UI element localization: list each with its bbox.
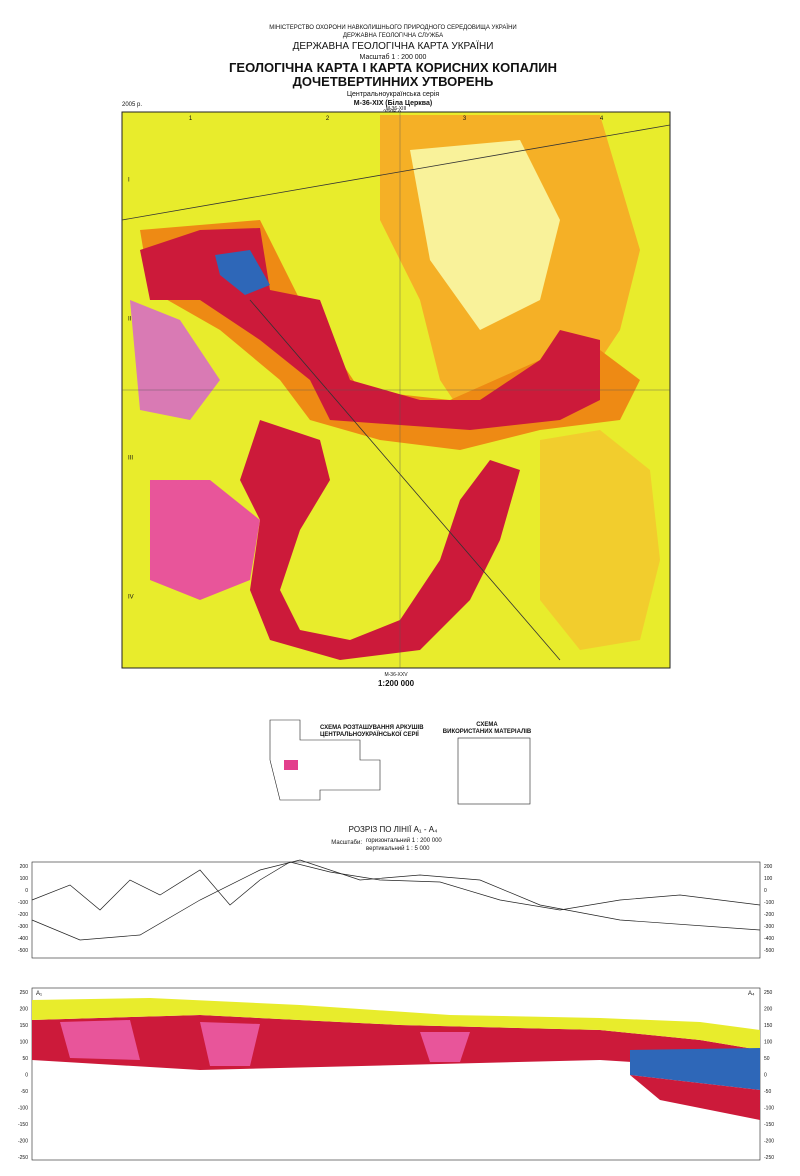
profile-curve — [31, 861, 761, 911]
scheme-title: ЦЕНТРАЛЬНОУКРАЇНСЬКОЇ СЕРІЇ — [320, 731, 419, 738]
map-scale: 1:200 000 — [378, 679, 415, 688]
profile-tick: -300 — [18, 924, 28, 930]
section-tick: -100 — [18, 1106, 28, 1112]
unit-pink — [150, 480, 260, 600]
profile-tick: -200 — [764, 912, 774, 918]
section-tick: -100 — [764, 1106, 774, 1112]
section-end: А₄ — [748, 991, 755, 997]
section-title: РОЗРІЗ ПО ЛІНІЇ А₁ - А₄ — [349, 825, 438, 834]
unit-pale — [410, 140, 560, 330]
section-tick: -150 — [18, 1122, 28, 1128]
section-tick: -250 — [18, 1155, 28, 1161]
section-tick: 100 — [20, 1040, 29, 1046]
section-tick: 150 — [20, 1023, 29, 1029]
neighbour-sheet: М-36-ХІІІ — [386, 106, 407, 112]
scheme-title: СХЕМА — [476, 722, 498, 728]
row-label: III — [128, 456, 133, 462]
scale: Масштаб 1 : 200 000 — [360, 53, 427, 61]
column-label: 3 — [463, 116, 467, 122]
year-left: 2005 р. — [122, 102, 142, 108]
scheme-title: СХЕМА РОЗТАШУВАННЯ АРКУШІВ — [320, 725, 424, 731]
profile-tick: -400 — [764, 936, 774, 942]
column-label: 2 — [326, 116, 330, 122]
unit-yellow-orange — [540, 430, 660, 650]
service: ДЕРЖАВНА ГЕОЛОГІЧНА СЛУЖБА — [343, 33, 443, 39]
sheet: М-36-ХІХ (Біла Церква) — [354, 99, 432, 107]
section-tick: -200 — [764, 1139, 774, 1145]
profile-frame — [31, 861, 761, 959]
location-scheme — [269, 719, 381, 801]
profile-curve — [31, 859, 761, 941]
ministry: МІНІСТЕРСТВО ОХОРОНИ НАВКОЛИШНЬОГО ПРИРО… — [269, 24, 516, 31]
profile-tick: 0 — [25, 888, 28, 894]
section-tick: 0 — [764, 1073, 767, 1079]
section-tick: -50 — [21, 1089, 28, 1095]
row-label: IV — [128, 595, 134, 601]
geologic-map — [121, 111, 671, 669]
column-label: 1 — [189, 116, 193, 122]
fault — [121, 124, 671, 221]
profile-tick: 0 — [764, 888, 767, 894]
materials-scheme — [457, 737, 531, 805]
profile-tick: -200 — [18, 912, 28, 918]
section-tick: -150 — [764, 1122, 774, 1128]
neighbour-sheet: М-36-ХХV — [384, 672, 408, 678]
section-tick: 50 — [22, 1056, 28, 1062]
section-tick: -250 — [764, 1155, 774, 1161]
section-tick: 250 — [20, 990, 29, 996]
profile-tick: -500 — [764, 948, 774, 954]
section-tick: 200 — [764, 1007, 773, 1013]
section-pink — [60, 1020, 470, 1066]
current-sheet — [284, 760, 298, 770]
row-label: I — [128, 178, 130, 184]
title: ДОЧЕТВЕРТИННИХ УТВОРЕНЬ — [293, 74, 494, 89]
title: ГЕОЛОГІЧНА КАРТА І КАРТА КОРИСНИХ КОПАЛИ… — [229, 60, 557, 75]
profile-tick: -100 — [764, 900, 774, 906]
section-scale: вертикальний 1 : 5 000 — [366, 845, 430, 852]
scheme-title: ВИКОРИСТАНИХ МАТЕРІАЛІВ — [443, 729, 532, 735]
series: Центральноукраїнська серія — [347, 90, 440, 98]
profile-tick: -500 — [18, 948, 28, 954]
section-end: А₁ — [36, 991, 42, 997]
section-scale-label: Масштаби: — [331, 840, 362, 846]
column-label: 4 — [600, 116, 604, 122]
profile-tick: 200 — [764, 864, 773, 870]
profile-tick: 200 — [20, 864, 29, 870]
section-tick: 0 — [25, 1073, 28, 1079]
profile-tick: -300 — [764, 924, 774, 930]
unit-red — [240, 420, 520, 660]
profile-tick: 100 — [764, 876, 773, 882]
section-blue — [630, 1048, 760, 1090]
section-tick: 100 — [764, 1040, 773, 1046]
section-red — [630, 1075, 760, 1120]
section-yellow — [32, 998, 760, 1050]
profile-tick: 100 — [20, 876, 29, 882]
section-tick: -200 — [18, 1139, 28, 1145]
unit-blue — [215, 250, 270, 295]
section-tick: 150 — [764, 1023, 773, 1029]
row-label: II — [128, 317, 132, 323]
series-title: ДЕРЖАВНА ГЕОЛОГІЧНА КАРТА УКРАЇНИ — [293, 40, 494, 52]
profile-tick: -400 — [18, 936, 28, 942]
section-tick: 200 — [20, 1007, 29, 1013]
section-tick: -50 — [764, 1089, 771, 1095]
section-scale: горизонтальний 1 : 200 000 — [366, 837, 442, 844]
fault — [249, 299, 561, 661]
section-tick: 250 — [764, 990, 773, 996]
section-tick: 50 — [764, 1056, 770, 1062]
profile-tick: -100 — [18, 900, 28, 906]
